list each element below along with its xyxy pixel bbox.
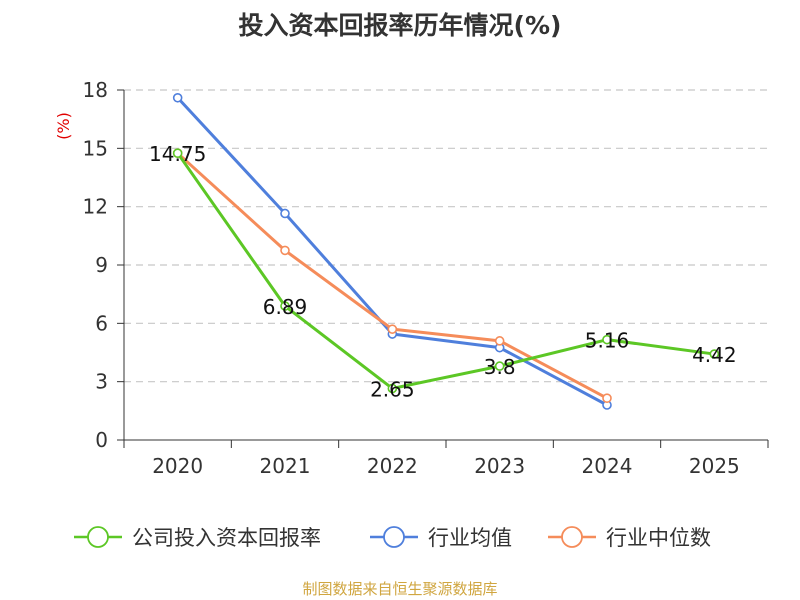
data-point-s1-1 <box>280 208 290 219</box>
chart-title: 投入资本回报率历年情况(%) <box>238 11 562 40</box>
legend-marker <box>87 526 109 548</box>
x-tick-label: 2020 <box>152 454 203 478</box>
data-point-s2-3 <box>494 336 505 346</box>
data-point-s0-2 <box>387 383 398 394</box>
data-point-s0-5 <box>709 349 720 359</box>
y-axis-label: (%) <box>54 112 73 140</box>
x-tick-label: 2024 <box>582 454 633 478</box>
data-label: 2.65 <box>370 377 415 401</box>
legend-marker <box>383 526 405 548</box>
series-line-0 <box>176 152 715 390</box>
legend-label: 行业中位数 <box>606 526 711 550</box>
data-label: 14.75 <box>149 142 206 166</box>
data-point-s0-3 <box>494 361 505 371</box>
legend-marker <box>561 526 583 548</box>
legend-label: 公司投入资本回报率 <box>132 526 321 550</box>
data-point-s2-2 <box>387 324 398 334</box>
y-tick-label: 6 <box>95 311 108 335</box>
data-point-s0-0 <box>172 148 183 158</box>
data-point-s2-1 <box>280 245 290 256</box>
data-point-s2-4 <box>602 393 612 403</box>
data-label: 3.8 <box>484 355 516 379</box>
source-note: 制图数据来自恒生聚源数据库 <box>302 580 498 598</box>
data-point-s1-0 <box>172 92 183 103</box>
data-label: 4.42 <box>692 343 737 367</box>
x-tick-label: 2025 <box>689 454 740 478</box>
y-tick-label: 12 <box>83 195 108 219</box>
y-tick-label: 18 <box>83 78 108 102</box>
x-tick-label: 2022 <box>367 454 418 478</box>
y-tick-label: 15 <box>83 136 108 160</box>
data-point-s0-4 <box>602 334 612 345</box>
series-line-2 <box>176 152 608 400</box>
series-line-1 <box>176 96 608 407</box>
y-tick-label: 9 <box>95 253 108 277</box>
x-tick-label: 2023 <box>474 454 525 478</box>
data-label: 5.16 <box>585 329 630 353</box>
data-point-s0-1 <box>280 301 290 311</box>
x-tick-label: 2021 <box>260 454 311 478</box>
y-tick-label: 0 <box>95 428 108 452</box>
legend-label: 行业均值 <box>428 526 512 550</box>
data-label: 6.89 <box>263 295 308 319</box>
y-tick-label: 3 <box>95 370 108 394</box>
